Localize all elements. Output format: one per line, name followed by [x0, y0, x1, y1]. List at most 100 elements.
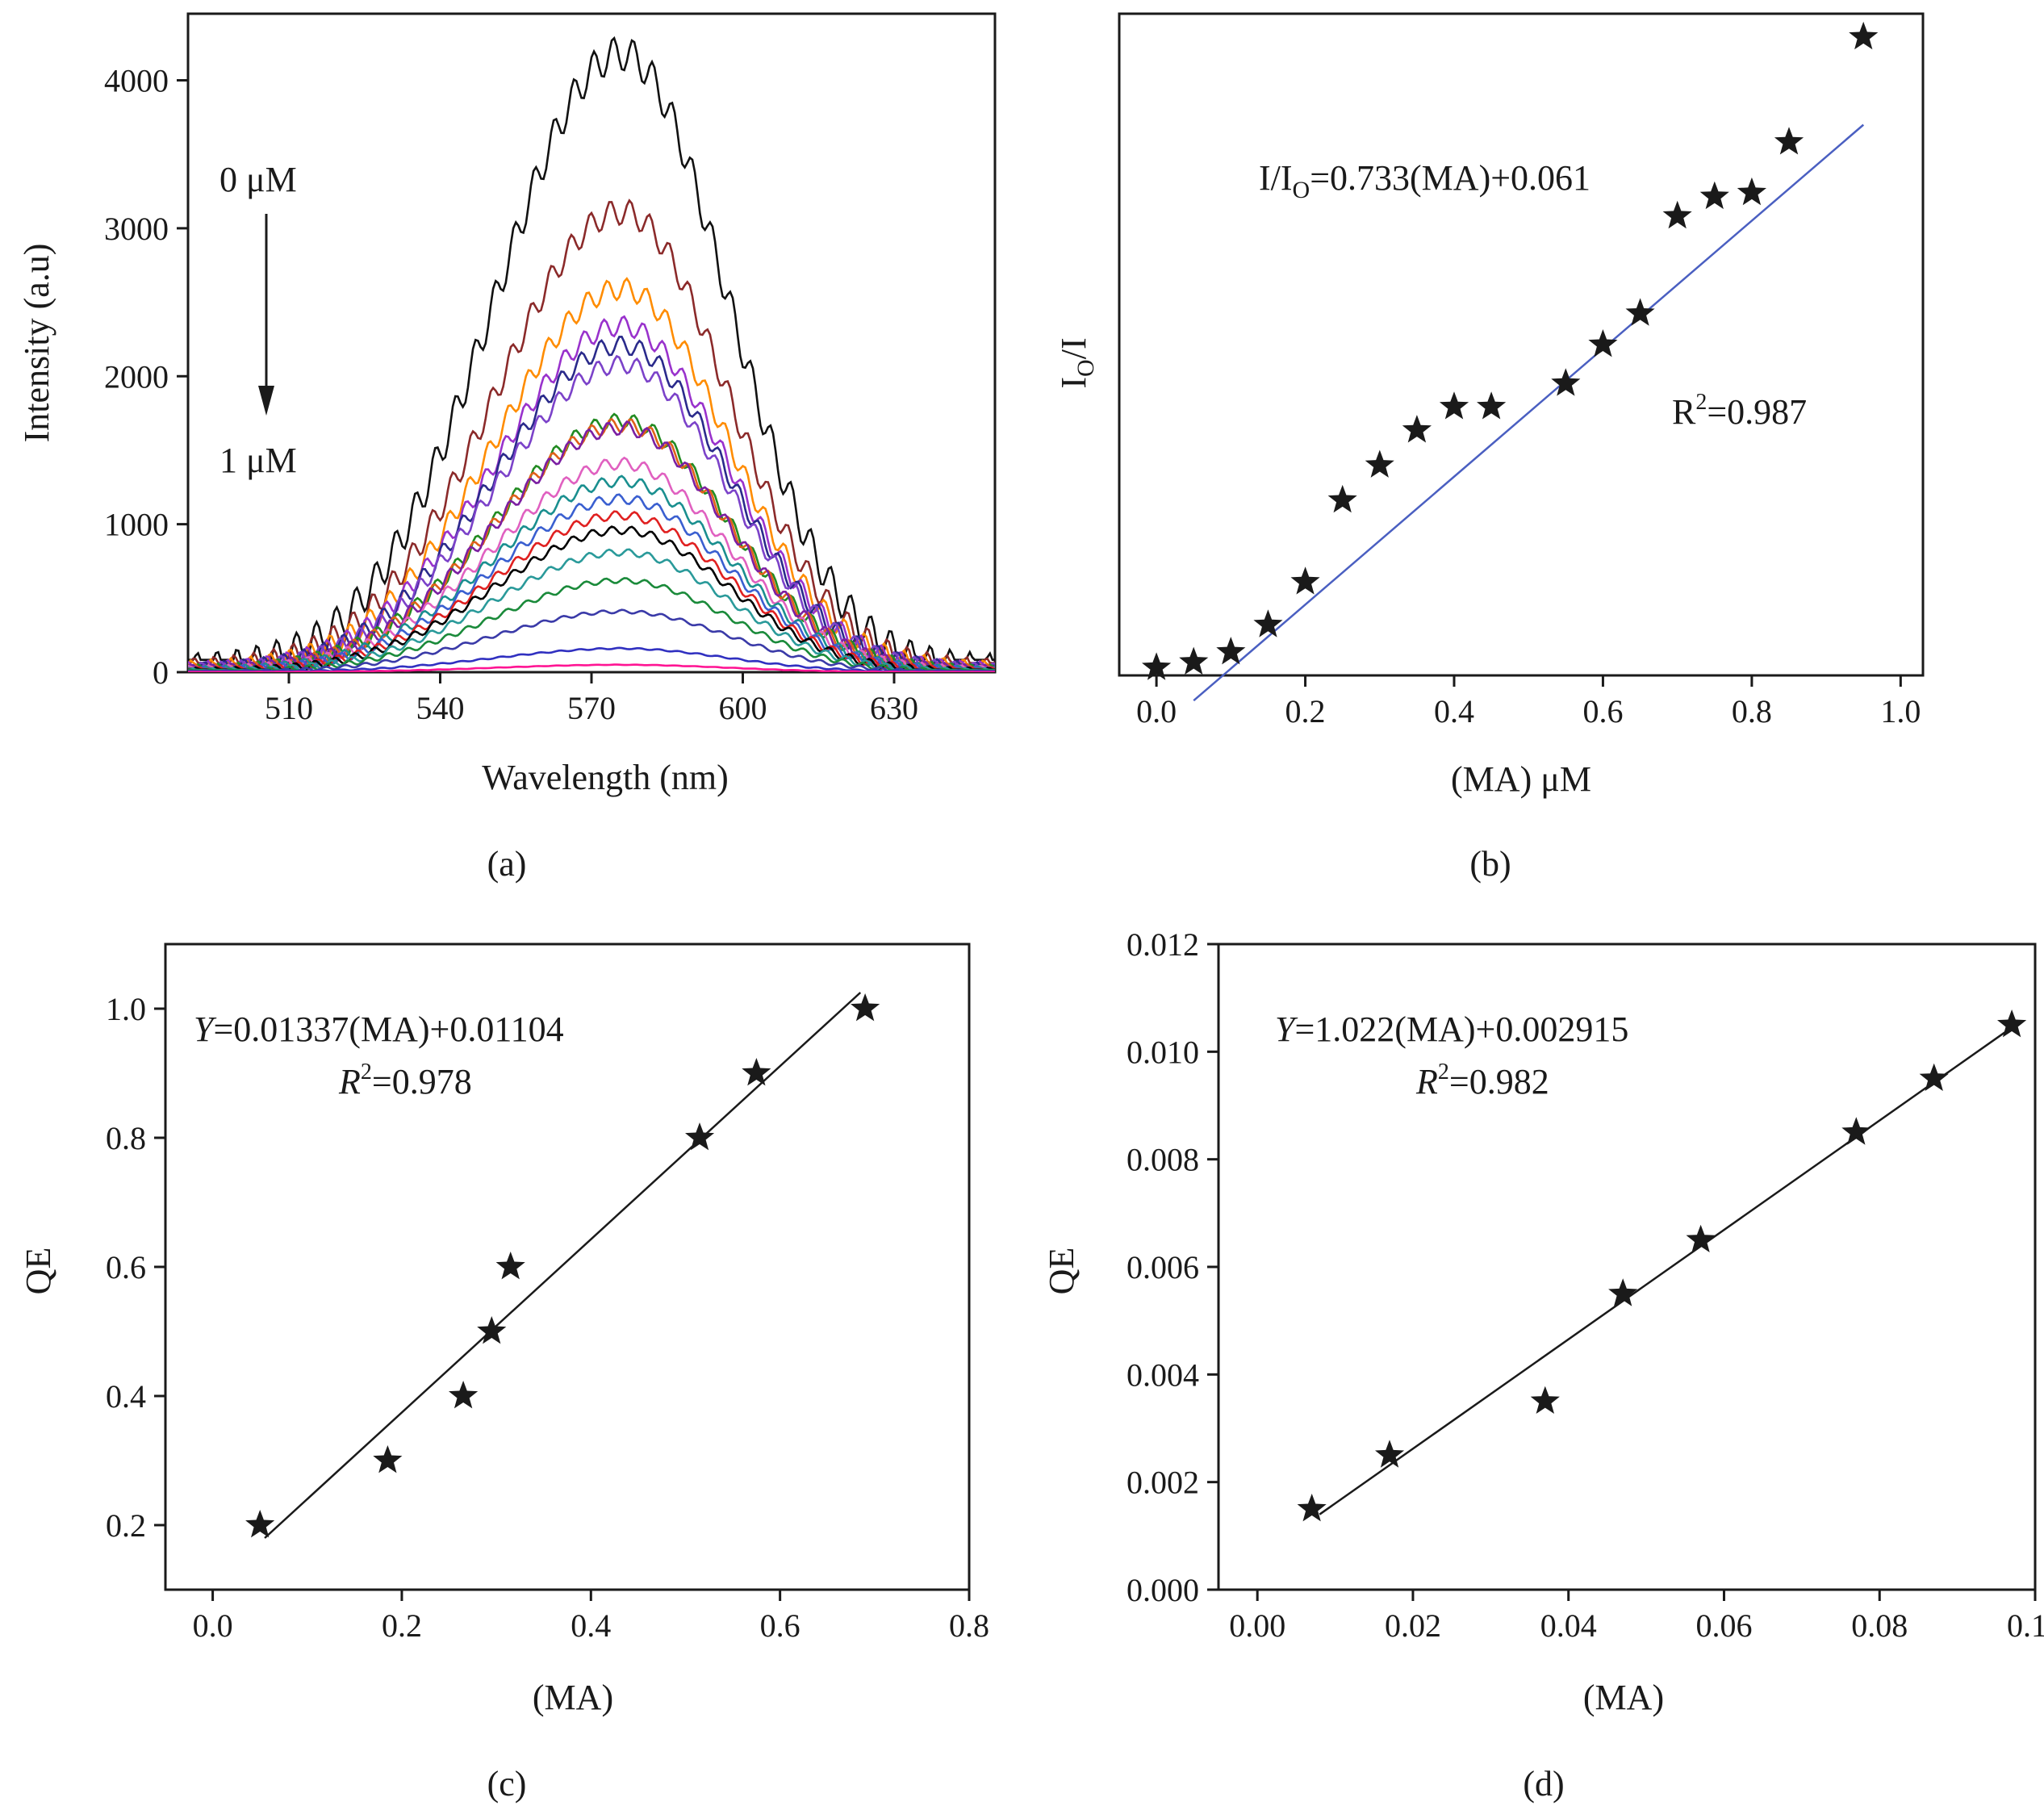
y-tick-label: 1.0 — [106, 991, 146, 1027]
y-ticks-a: 0 1000 2000 3000 4000 — [104, 63, 188, 691]
x-tick-label: 0.08 — [1851, 1607, 1908, 1644]
x-tick-label: 0.6 — [1582, 693, 1623, 729]
x-tick-label: 0.06 — [1695, 1607, 1752, 1644]
data-point-star — [1919, 1063, 1949, 1091]
y-tick-label: 0.000 — [1126, 1572, 1199, 1608]
data-point-star — [1142, 652, 1172, 680]
y-tick-label: 0.6 — [106, 1249, 146, 1285]
data-point-star — [373, 1445, 403, 1473]
x-tick-label: 0.8 — [1732, 693, 1772, 729]
fit-line-d — [1319, 1029, 2008, 1515]
data-point-star — [1402, 415, 1432, 443]
data-point-star — [1774, 127, 1804, 155]
data-point-star — [1588, 329, 1618, 357]
regression-line — [264, 992, 862, 1539]
data-point-star — [1997, 1009, 2027, 1038]
data-point-star — [1439, 391, 1469, 420]
data-point-star — [1477, 391, 1507, 420]
x-tick-label: 0.4 — [571, 1607, 611, 1644]
data-point-star — [245, 1510, 275, 1538]
spectrum-line — [188, 663, 995, 672]
r-squared-c: R2=0.978 — [338, 1060, 472, 1101]
y-tick-label: 0.002 — [1126, 1465, 1199, 1501]
x-tick-label: 0.02 — [1385, 1607, 1441, 1644]
spectrum-line — [188, 608, 995, 672]
data-point-star — [1290, 566, 1320, 595]
data-point-star — [1686, 1224, 1716, 1252]
data-point-star — [1849, 21, 1879, 50]
x-ticks-a: 510 540 570 600 630 — [265, 672, 918, 726]
spectra-series — [188, 36, 995, 672]
data-point-star — [1608, 1278, 1638, 1306]
panel-label-d: (d) — [1523, 1764, 1564, 1804]
y-axis-label-d: QE — [1042, 1248, 1081, 1295]
data-point-star — [495, 1252, 525, 1280]
y-axis-label-a: Intensity (a.u) — [17, 244, 56, 443]
fit-equation-b: I/IO=0.733(MA)+0.061 — [1259, 158, 1590, 203]
x-tick-label: 0.2 — [1285, 693, 1326, 729]
y-tick-label: 4000 — [104, 63, 169, 99]
x-tick-label: 0.4 — [1434, 693, 1474, 729]
x-tick-label: 0.2 — [382, 1607, 422, 1644]
panel-label-b: (b) — [1469, 844, 1511, 884]
data-point-star — [1551, 368, 1581, 396]
data-point-star — [449, 1381, 479, 1409]
y-tick-label: 0.4 — [106, 1378, 146, 1415]
spectrum-line — [188, 354, 995, 667]
plot-frame-b — [1118, 12, 1925, 677]
y-ticks-d: 0.000 0.002 0.004 0.006 0.008 0.010 0.012 — [1126, 926, 1218, 1608]
spectrum-line — [188, 36, 995, 662]
y-tick-label: 0.010 — [1126, 1034, 1199, 1070]
y-tick-label: 0.008 — [1126, 1142, 1199, 1178]
data-point-star — [1179, 646, 1209, 675]
x-tick-label: 540 — [416, 690, 465, 726]
data-point-star — [1216, 637, 1246, 665]
y-tick-label: 0 — [153, 654, 169, 691]
y-tick-label: 2000 — [104, 358, 169, 395]
spectrum-line — [188, 646, 995, 672]
markers-c — [245, 993, 880, 1538]
x-tick-label: 630 — [870, 690, 918, 726]
r-squared-d: R2=0.982 — [1415, 1060, 1549, 1101]
x-tick-label: 0.0 — [1136, 693, 1177, 729]
regression-line — [1193, 123, 1865, 702]
fit-equation-c: Y=0.01337(MA)+0.01104 — [194, 1009, 564, 1049]
y-tick-label: 0.012 — [1126, 926, 1199, 963]
y-tick-label: 1000 — [104, 507, 169, 543]
panel-c: 0.0 0.2 0.4 0.6 0.8 0.20.40.60.81.0 QE (MA) … — [19, 943, 989, 1804]
x-tick-label: 0.0 — [193, 1607, 233, 1644]
r-squared-b: R2=0.987 — [1672, 390, 1807, 432]
spectrum-line — [188, 493, 995, 671]
arrow-head — [258, 386, 274, 416]
data-point-star — [477, 1316, 507, 1344]
x-tick-label: 1.0 — [1880, 693, 1921, 729]
spectrum-line — [188, 456, 995, 670]
y-tick-label: 0.004 — [1126, 1356, 1199, 1393]
panel-b: 0.0 0.2 0.4 0.6 0.8 1.0 IO/I (MA) μM I/IO=0.7… — [1054, 12, 1925, 884]
y-axis-label-b: IO/I — [1054, 337, 1099, 388]
x-ticks-d: 0.00 0.02 0.04 0.06 0.08 0.10 — [1229, 1590, 2044, 1644]
data-point-star — [1699, 181, 1729, 210]
y-tick-label: 0.006 — [1126, 1249, 1199, 1285]
y-tick-label: 3000 — [104, 211, 169, 247]
data-point-star — [742, 1058, 771, 1086]
y-tick-label: 0.8 — [106, 1120, 146, 1156]
x-ticks-b: 0.0 0.2 0.4 0.6 0.8 1.0 — [1136, 675, 1921, 729]
arrow-top-label: 0 μM — [219, 160, 297, 199]
x-axis-label-c: (MA) — [533, 1678, 613, 1717]
x-axis-label-b: (MA) μM — [1451, 759, 1591, 799]
y-ticks-c: 0.2 0.4 0.6 0.8 1.0 — [106, 991, 165, 1544]
x-axis-label-d: (MA) — [1583, 1678, 1664, 1717]
data-point-star — [1297, 1494, 1327, 1522]
spectrum-line — [188, 335, 995, 667]
data-point-star — [851, 993, 880, 1022]
x-axis-label-a: Wavelength (nm) — [482, 758, 729, 797]
x-tick-label: 510 — [265, 690, 313, 726]
x-tick-label: 0.6 — [760, 1607, 800, 1644]
x-ticks-c: 0.0 0.2 0.4 0.6 0.8 — [193, 1590, 989, 1644]
data-point-star — [1625, 298, 1655, 326]
x-tick-label: 0.00 — [1229, 1607, 1285, 1644]
data-point-star — [1530, 1386, 1560, 1414]
x-tick-label: 0.10 — [2007, 1607, 2044, 1644]
